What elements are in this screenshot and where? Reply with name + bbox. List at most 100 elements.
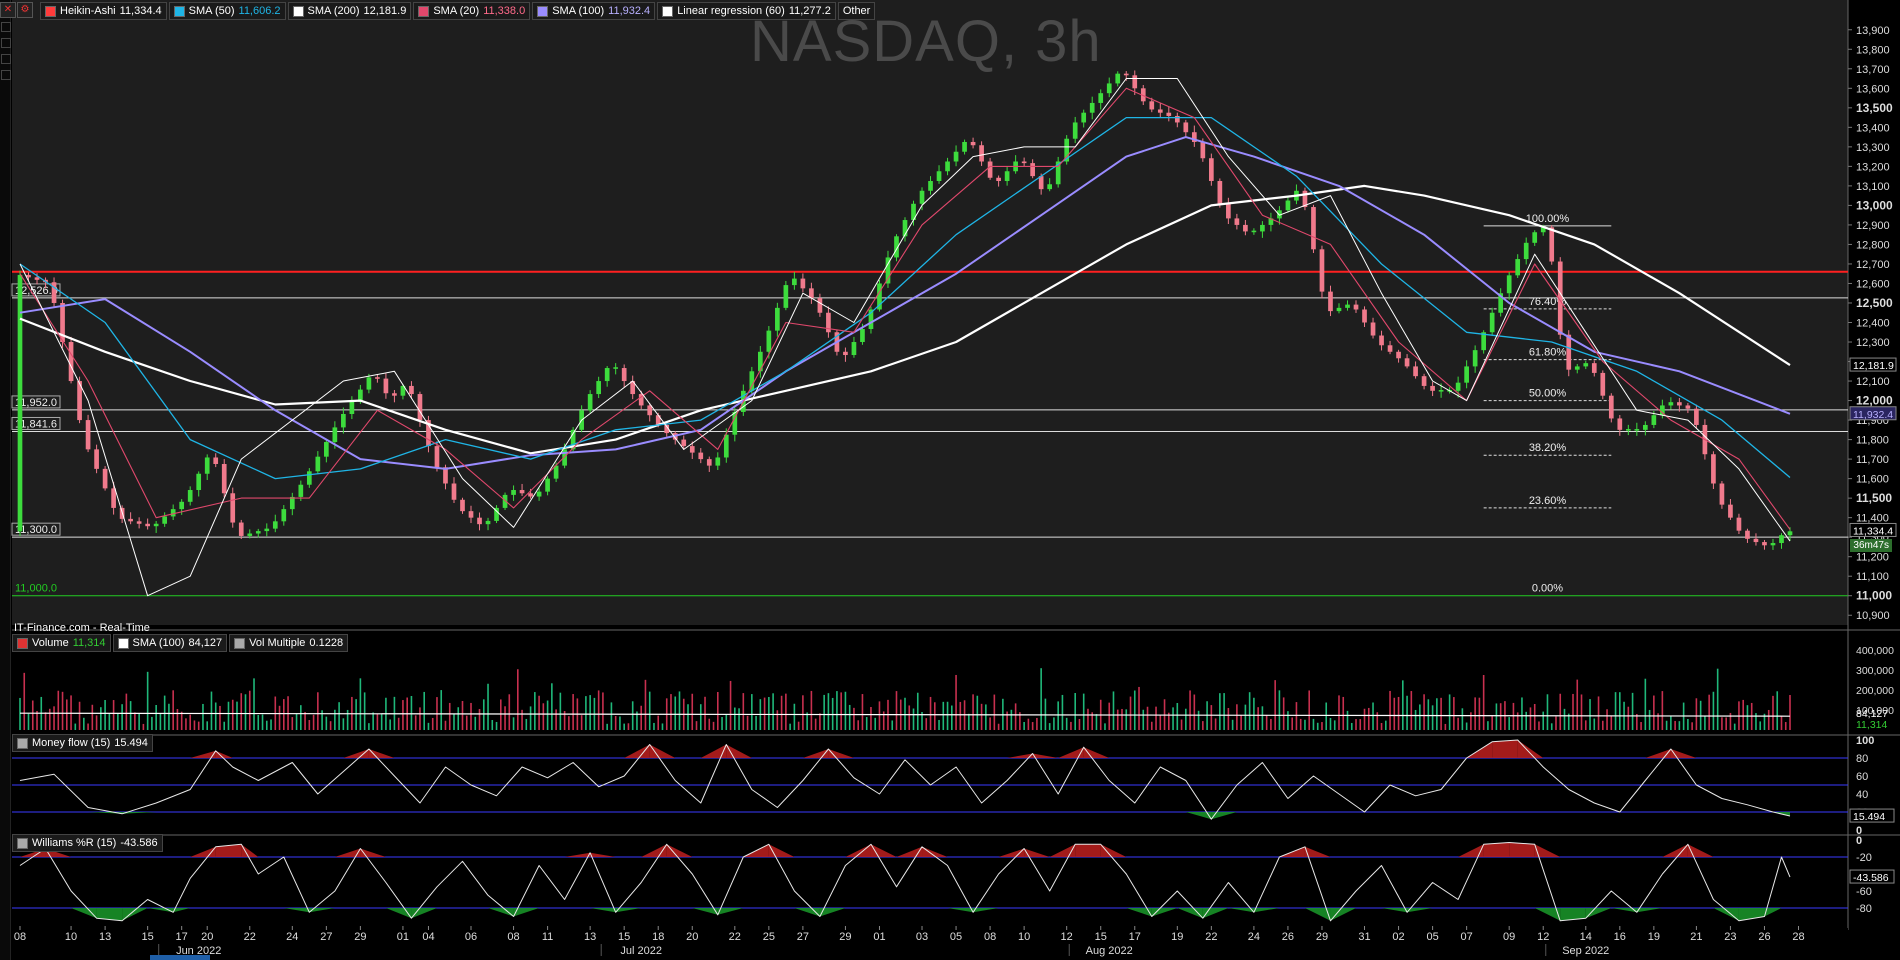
candle-body [536, 491, 542, 497]
price-tick-label: 13,600 [1856, 83, 1890, 95]
candle-body [1277, 210, 1282, 219]
williams-r-overbought-fill [1483, 842, 1510, 857]
time-tick-label: 19 [1171, 931, 1183, 943]
legend-label: Linear regression (60) [677, 5, 785, 17]
williams-r-oversold-fill [1560, 908, 1586, 921]
candle-body [936, 171, 942, 182]
legend-value: 0.1228 [309, 637, 344, 649]
candle-body [1379, 335, 1384, 346]
mfi-overbought-fill [1670, 749, 1697, 758]
time-tick-label: 08 [507, 931, 519, 943]
candle-body [306, 471, 312, 485]
williams-r-oversold-fill [1407, 908, 1433, 913]
candle-body [681, 439, 687, 447]
candle-body [485, 520, 491, 525]
candle-body [1642, 424, 1648, 430]
legend-sma20[interactable]: SMA (20) 11,338.0 [413, 2, 531, 20]
mfi-last-label: 15.494 [1853, 811, 1885, 823]
fib-level-label: 100.00% [1526, 213, 1570, 225]
time-tick-label: 05 [950, 931, 962, 943]
candle-body [332, 427, 338, 443]
time-tick-label: 29 [1316, 931, 1328, 943]
time-tick-label: 05 [1426, 931, 1438, 943]
mfi-overbought-fill [1007, 753, 1033, 758]
volume-tick-label: 300,000 [1856, 665, 1894, 677]
horizontal-line-label: 11,841.6 [15, 418, 57, 430]
candle-body [630, 381, 636, 395]
williams-r-overbought-fill [1458, 844, 1484, 857]
legend-williams-r[interactable]: Williams %R (15) -43.586 [12, 834, 163, 852]
candle-body [1736, 517, 1742, 531]
time-tick-label: 29 [354, 931, 366, 943]
candle-body [996, 177, 1001, 182]
williams-r-oversold-fill [615, 908, 642, 913]
williams-r-oversold-fill [1330, 908, 1357, 921]
legend-heikin-ashi[interactable]: Heikin-Ashi 11,334.4 [40, 2, 167, 20]
williams-r-overbought-fill [870, 844, 897, 857]
candle-body [596, 381, 601, 395]
mfi-overbought-fill [700, 744, 727, 758]
williams-r-oversold-fill [1177, 908, 1203, 919]
price-marker-box [1849, 357, 1897, 372]
candle-body [1532, 232, 1538, 243]
legend-volume-sma[interactable]: SMA (100) 84,127 [112, 634, 228, 652]
candle-body [519, 490, 525, 494]
time-tick-label: 15 [1095, 931, 1107, 943]
time-tick-label: 24 [286, 931, 298, 943]
candle-body [1149, 101, 1155, 110]
candle-body [409, 385, 414, 395]
candle-body [1404, 358, 1410, 367]
time-tick-label: 16 [1614, 931, 1626, 943]
line-tool-icon[interactable] [1, 22, 11, 32]
candle-body [1038, 176, 1044, 190]
legend-linear-regression[interactable]: Linear regression (60) 11,277.2 [657, 2, 836, 20]
candle-body [1370, 322, 1376, 336]
candle-body [647, 405, 653, 416]
legend-other[interactable]: Other [837, 2, 876, 20]
mfi-line [19, 739, 1791, 820]
candle-body [1302, 190, 1308, 208]
candle-body [1362, 309, 1367, 323]
williams-r-overbought-fill [1687, 844, 1714, 857]
legend-label: SMA (20) [433, 5, 480, 17]
williams-r-oversold-fill [1611, 908, 1637, 913]
candle-body [1625, 429, 1631, 431]
candle-body [51, 282, 57, 303]
williams-r-oversold-fill [71, 908, 97, 919]
settings-icon[interactable]: ⚙ [17, 2, 33, 18]
time-tick-label: 10 [65, 931, 77, 943]
williams-r-oversold-fill [385, 908, 412, 919]
candle-body [553, 465, 559, 479]
mfi-overbought-fill [1492, 740, 1518, 758]
mfi-overbought-fill [1517, 740, 1544, 758]
candle-body [324, 442, 329, 457]
candle-body [1413, 366, 1418, 377]
mfi-oversold-fill [1211, 812, 1237, 820]
close-icon[interactable]: ✕ [0, 2, 16, 18]
sma20-swatch [418, 5, 430, 17]
williams-r-overbought-fill [768, 844, 795, 857]
legend-sma200[interactable]: SMA (200) 12,181.9 [287, 2, 412, 20]
candle-body [1608, 395, 1614, 419]
time-tick-label: 01 [397, 931, 409, 943]
williams-r-overbought-fill [360, 848, 386, 857]
text-tool-icon[interactable] [1, 54, 11, 64]
time-tick-label: 01 [873, 931, 885, 943]
zoom-tool-icon[interactable] [1, 70, 11, 80]
candle-body [1600, 372, 1606, 396]
candle-body [451, 483, 457, 500]
legend-volume[interactable]: Volume 11,314 [12, 634, 111, 652]
candle-body [145, 523, 150, 527]
time-tick-label: 11 [542, 931, 553, 943]
candle-body [1455, 382, 1461, 391]
candle-body [68, 342, 74, 382]
legend-sma50[interactable]: SMA (50) 11,606.2 [168, 2, 286, 20]
legend-value: 11,606.2 [238, 5, 281, 17]
williams-r-overbought-fill [241, 844, 259, 857]
legend-vol-multiple[interactable]: Vol Multiple 0.1228 [229, 634, 349, 652]
fib-tool-icon[interactable] [1, 38, 11, 48]
legend-money-flow[interactable]: Money flow (15) 15.494 [12, 734, 153, 752]
time-tick-label: 13 [584, 931, 596, 943]
legend-sma100[interactable]: SMA (100) 11,932.4 [532, 2, 656, 20]
